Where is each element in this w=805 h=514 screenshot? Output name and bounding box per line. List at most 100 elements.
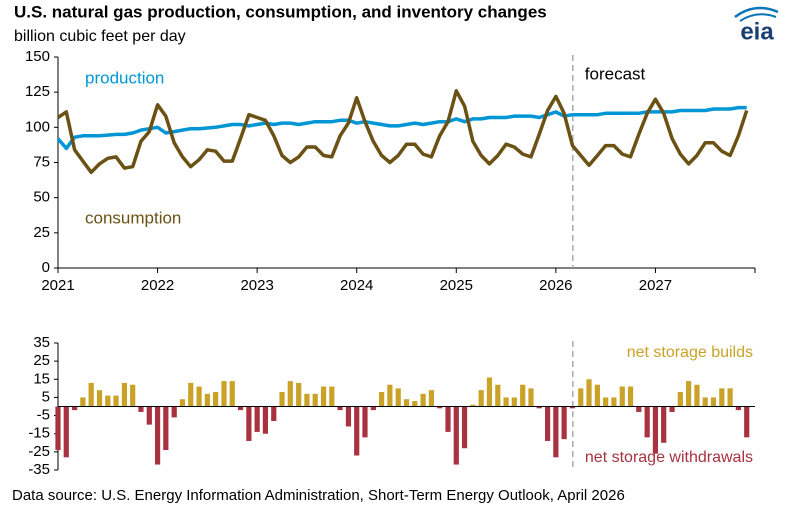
bar	[105, 395, 111, 407]
x-tick-label: 2023	[240, 277, 273, 294]
bar	[677, 391, 683, 407]
y-tick-label: 100	[25, 118, 50, 135]
bar	[246, 406, 252, 441]
bar	[511, 397, 517, 407]
forecast-label: forecast	[585, 64, 646, 83]
bar	[387, 384, 393, 407]
bar	[661, 406, 667, 443]
series-line	[56, 105, 747, 151]
bar	[710, 397, 717, 407]
source-note: Data source: U.S. Energy Information Adm…	[12, 487, 625, 504]
x-tick-label: 2025	[440, 277, 473, 294]
bar	[320, 386, 327, 407]
bar	[627, 386, 634, 407]
bar	[329, 386, 335, 407]
bar	[553, 406, 559, 458]
y-tick-label: -5	[37, 407, 50, 424]
logo-text: eia	[740, 18, 774, 45]
bar	[138, 406, 144, 412]
bar	[63, 406, 69, 458]
bar	[88, 382, 94, 407]
bar	[644, 406, 650, 438]
bar	[412, 401, 418, 407]
bar	[171, 406, 177, 418]
series-line	[57, 89, 749, 175]
y-tick-label: 15	[33, 370, 50, 387]
bar	[204, 393, 210, 407]
bar	[113, 395, 119, 407]
legend-label: net storage builds	[627, 344, 753, 361]
bar	[121, 382, 128, 407]
bar	[569, 406, 576, 409]
x-tick-label: 2024	[340, 277, 373, 294]
bar	[719, 388, 725, 407]
x-tick-label: 2021	[41, 277, 74, 294]
x-tick-label: 2022	[141, 277, 174, 294]
bar	[536, 406, 542, 409]
y-tick-label: 75	[33, 153, 50, 170]
bar	[55, 406, 61, 451]
bar	[96, 390, 103, 407]
bar	[528, 388, 534, 407]
bar	[685, 381, 692, 407]
bar	[586, 379, 592, 407]
bar	[254, 406, 260, 432]
bar	[503, 397, 509, 407]
x-tick-label: 2027	[639, 277, 672, 294]
legend-label: consumption	[85, 208, 181, 227]
bar	[130, 384, 136, 407]
bar	[304, 393, 310, 407]
bar	[495, 384, 501, 407]
bar	[80, 397, 86, 407]
bar	[594, 384, 600, 407]
y-tick-label: 150	[25, 48, 50, 65]
legend-label: net storage withdrawals	[585, 449, 753, 466]
bar	[229, 381, 235, 407]
bar	[744, 406, 750, 438]
logo: eia	[734, 6, 779, 45]
bar	[395, 388, 401, 407]
bar	[154, 406, 161, 465]
bar	[188, 382, 194, 407]
y-tick-label: 50	[33, 189, 50, 206]
y-tick-label: 0	[42, 259, 50, 276]
bar	[702, 397, 708, 407]
bar	[544, 406, 551, 441]
y-tick-label: 25	[33, 352, 50, 369]
bar	[262, 406, 269, 434]
bar	[520, 384, 526, 407]
bar	[420, 393, 426, 407]
bar	[179, 399, 186, 407]
bar	[478, 390, 484, 407]
bar	[72, 406, 78, 411]
y-tick-label: 125	[25, 83, 50, 100]
bar	[727, 388, 733, 407]
y-tick-label: 25	[33, 224, 50, 241]
bar	[296, 382, 302, 407]
bar	[287, 381, 293, 407]
logo-arc	[734, 6, 779, 19]
bar	[445, 406, 451, 432]
legend-label: production	[85, 68, 164, 87]
bar	[619, 386, 625, 407]
bar	[345, 406, 352, 427]
bar	[312, 393, 318, 407]
bar	[453, 406, 459, 465]
y-tick-label: -25	[28, 443, 50, 460]
bar	[337, 406, 343, 411]
y-tick-label: -15	[28, 425, 50, 442]
bar	[578, 388, 584, 407]
logo-arc	[739, 13, 777, 22]
bar	[403, 399, 410, 407]
bar	[735, 406, 741, 411]
bar	[279, 391, 285, 407]
bar	[196, 386, 202, 407]
bar	[437, 406, 443, 409]
bar	[146, 406, 152, 425]
y-tick-label: 5	[42, 388, 50, 405]
bar	[470, 404, 476, 407]
bar	[486, 377, 493, 407]
bar	[603, 397, 609, 407]
bar	[237, 406, 244, 411]
